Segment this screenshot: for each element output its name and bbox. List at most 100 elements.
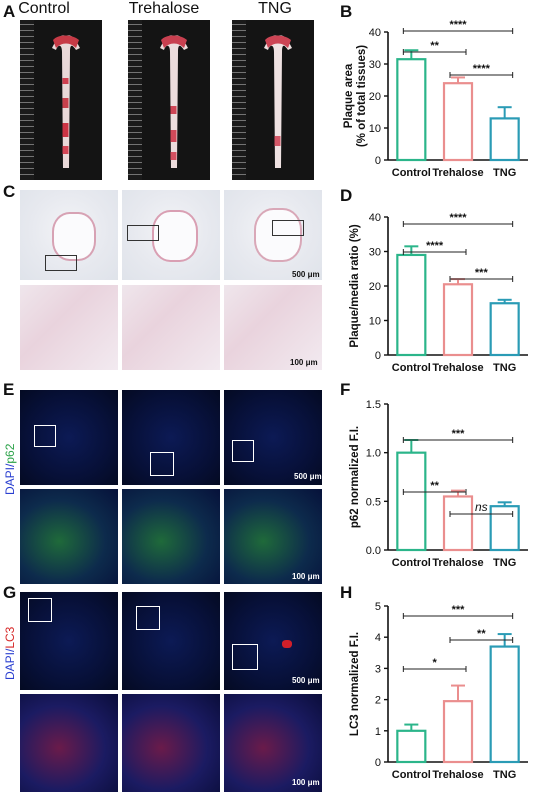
aorta-photo-tng xyxy=(232,20,314,180)
panel-label-a: A xyxy=(3,2,16,21)
y-axis-label: Plaque area(% of total tissues) xyxy=(343,45,368,147)
y-tick-label: 5 xyxy=(375,601,381,613)
bar-trehalose xyxy=(442,700,474,764)
he-stain-trehalose-overview xyxy=(122,190,220,280)
x-tick-label: Trehalose xyxy=(432,362,483,374)
bar-control xyxy=(396,58,427,162)
bar-tng xyxy=(489,302,520,357)
bar-trehalose xyxy=(442,283,474,357)
y-tick-label: 0 xyxy=(375,155,381,167)
significance-label: **** xyxy=(473,63,491,75)
y-tick-label: 0 xyxy=(375,757,381,769)
y-tick-label: 0.5 xyxy=(366,496,381,508)
y-axis-label-line: (% of total tissues) xyxy=(356,45,368,147)
panel-label-c: C xyxy=(3,182,16,201)
p62-control-overview xyxy=(20,390,118,485)
y-axis-label: p62 normalized F.I. xyxy=(349,426,361,528)
y-tick-label: 1 xyxy=(375,726,381,738)
stain-label-e: DAPI/p62 xyxy=(3,444,17,495)
aorta-photo-control xyxy=(20,20,102,180)
lc3-trehalose-overview xyxy=(122,592,220,690)
panel-label-h: H xyxy=(340,583,353,602)
significance-label: ** xyxy=(430,480,439,492)
column-title-control: Control xyxy=(18,0,70,17)
he-stain-tng-zoom: 100 μm xyxy=(224,285,322,370)
y-tick-label: 3 xyxy=(375,663,381,675)
x-tick-label: Trehalose xyxy=(432,557,483,569)
x-tick-label: Control xyxy=(392,557,431,569)
stain-label-e-marker: p62 xyxy=(3,443,17,464)
stain-label-g: DAPI/LC3 xyxy=(3,627,17,680)
y-tick-label: 20 xyxy=(369,281,381,293)
x-tick-label: Trehalose xyxy=(432,769,483,781)
y-tick-label: 4 xyxy=(375,632,381,644)
y-tick-label: 1.5 xyxy=(366,399,381,411)
y-tick-label: 30 xyxy=(369,247,381,259)
bar-trehalose xyxy=(442,82,474,162)
bar-tng xyxy=(489,645,520,764)
scalebar-e-top: 500 μm xyxy=(294,472,322,481)
y-tick-label: 0 xyxy=(375,350,381,362)
bar-control xyxy=(396,451,427,552)
lc3-control-overview xyxy=(20,592,118,690)
y-tick-label: 20 xyxy=(369,91,381,103)
column-title-tng: TNG xyxy=(258,0,292,17)
p62-tng-zoom: 100 μm xyxy=(224,489,322,584)
x-tick-label: Control xyxy=(392,362,431,374)
aorta-photo-trehalose xyxy=(128,20,210,180)
lc3-trehalose-zoom xyxy=(122,694,220,792)
y-tick-label: 40 xyxy=(369,212,381,224)
y-tick-label: 30 xyxy=(369,59,381,71)
lc3-tng-zoom: 100 μm xyxy=(224,694,322,792)
significance-label: **** xyxy=(426,240,444,252)
x-tick-label: TNG xyxy=(493,769,516,781)
scalebar-c-top: 500 μm xyxy=(292,270,320,279)
significance-label: * xyxy=(433,657,438,669)
p62-control-zoom xyxy=(20,489,118,584)
bar-trehalose xyxy=(442,495,474,552)
lc3-tng-overview: 500 μm xyxy=(224,592,322,690)
he-stain-trehalose-zoom xyxy=(122,285,220,370)
x-tick-label: Control xyxy=(392,769,431,781)
bar-control xyxy=(396,729,427,764)
significance-label: **** xyxy=(449,212,467,224)
significance-label: ** xyxy=(477,628,486,640)
stain-label-e-dapi: DAPI/ xyxy=(3,463,17,495)
p62-trehalose-zoom xyxy=(122,489,220,584)
chart-lc3-fi: 0 1 2 3 4 5 LC3 normalized F.I. Control Trehalos… xyxy=(349,601,528,781)
y-tick-label: 1.0 xyxy=(366,448,381,460)
he-stain-tng-overview: 500 μm xyxy=(224,190,322,280)
lc3-control-zoom xyxy=(20,694,118,792)
chart-p62-fi: 0.0 0.5 1.0 1.5 p62 normalized F.I. Control Tr… xyxy=(349,399,528,569)
y-axis-label: LC3 normalized F.I. xyxy=(349,632,361,736)
y-axis-label-line: Plaque area xyxy=(343,63,355,128)
scalebar-c-bottom: 100 μm xyxy=(290,358,318,367)
y-tick-label: 0.0 xyxy=(366,545,381,557)
y-tick-label: 10 xyxy=(369,316,381,328)
significance-label: ns xyxy=(475,500,488,514)
x-tick-label: TNG xyxy=(493,167,516,179)
stain-label-g-marker: LC3 xyxy=(3,626,17,649)
x-tick-label: TNG xyxy=(493,362,516,374)
y-tick-label: 40 xyxy=(369,27,381,39)
panel-label-e: E xyxy=(3,380,15,399)
x-tick-label: TNG xyxy=(493,557,516,569)
significance-label: ** xyxy=(430,40,439,52)
panel-label-b: B xyxy=(340,2,353,21)
stain-label-g-dapi: DAPI/ xyxy=(3,648,17,680)
significance-label: **** xyxy=(449,19,467,31)
scalebar-g-top: 500 μm xyxy=(292,676,320,685)
he-stain-control-overview xyxy=(20,190,118,280)
y-tick-label: 10 xyxy=(369,123,381,135)
x-tick-label: Trehalose xyxy=(432,167,483,179)
y-axis-label: Plaque/media ratio (%) xyxy=(349,224,361,348)
x-tick-label: Control xyxy=(392,167,431,179)
p62-trehalose-overview xyxy=(122,390,220,485)
panel-label-g: G xyxy=(3,583,17,602)
he-stain-control-zoom xyxy=(20,285,118,370)
bar-tng xyxy=(489,117,520,162)
chart-plaque-media-ratio: 0 10 20 30 40 Plaque/media ratio (%) Control Tr… xyxy=(349,212,528,374)
panel-label-f: F xyxy=(340,380,351,399)
p62-tng-overview: 500 μm xyxy=(224,390,322,485)
